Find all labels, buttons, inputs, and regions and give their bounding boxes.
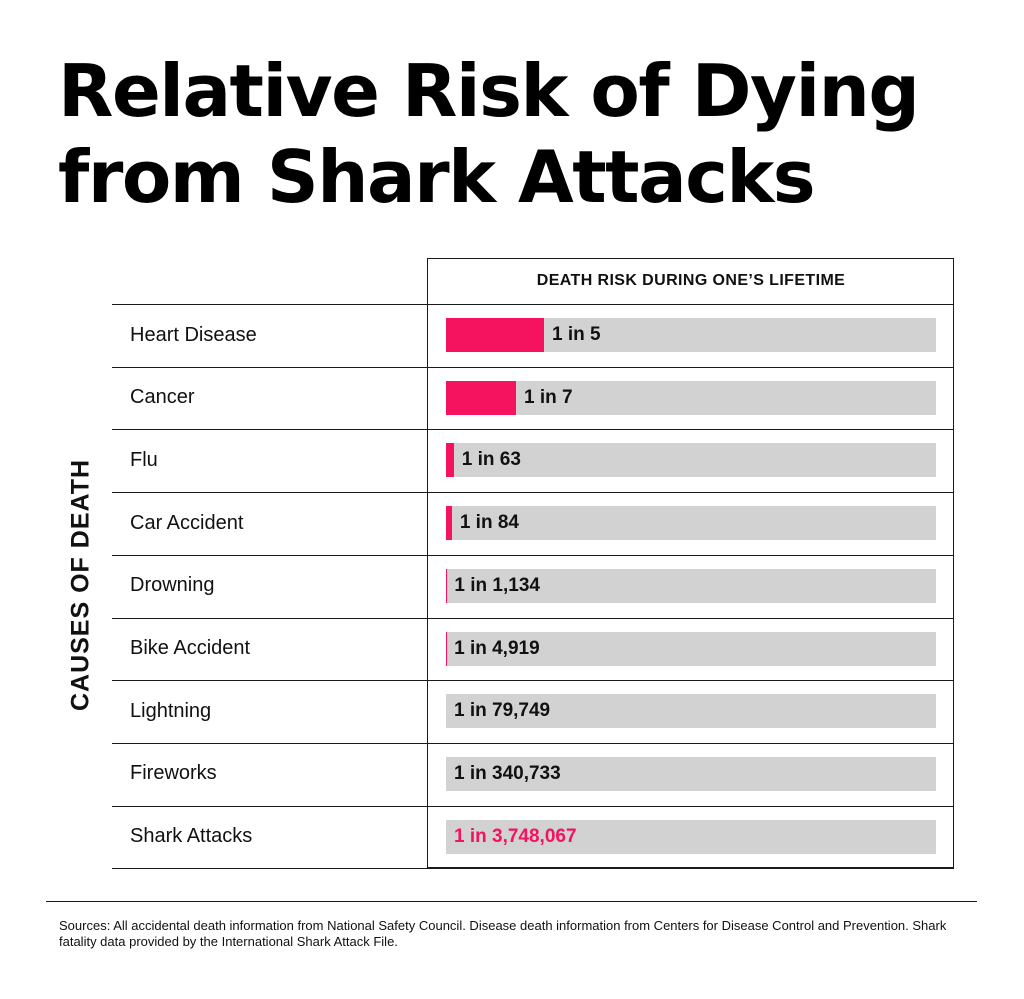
category-label: Lightning <box>130 699 212 722</box>
column-header: DEATH RISK DURING ONE’S LIFETIME <box>536 272 846 289</box>
bar-track: 1 in 5 <box>446 318 936 352</box>
footer-divider <box>46 901 977 902</box>
bar-value-label: 1 in 4,919 <box>454 637 540 659</box>
bar-value-label: 1 in 63 <box>461 449 521 471</box>
title-line-1: Relative Risk of Dying <box>58 49 920 133</box>
row-divider <box>112 304 954 305</box>
category-label: Cancer <box>130 386 195 409</box>
row-divider <box>112 617 954 619</box>
category-label: Drowning <box>130 574 215 597</box>
bar <box>446 506 452 541</box>
category-label: Bike Accident <box>130 637 251 659</box>
bar-value-label: 1 in 3,748,067 <box>454 825 577 847</box>
bar-value-label: 1 in 1,134 <box>454 574 540 596</box>
bar <box>446 318 544 352</box>
row-divider <box>112 554 954 556</box>
title-line-2: from Shark Attacks <box>58 135 816 219</box>
category-label: Fireworks <box>130 762 217 785</box>
bar-track: 1 in 7 <box>446 380 936 415</box>
row-divider <box>112 492 954 494</box>
bar-value-label: 1 in 5 <box>552 324 601 345</box>
row-divider <box>112 429 954 431</box>
category-label: Flu <box>130 448 158 471</box>
bar-value-label: 1 in 84 <box>459 512 519 534</box>
row-divider <box>112 366 954 368</box>
row-divider <box>112 742 954 744</box>
bar-track: 1 in 1,134 <box>446 568 936 603</box>
bar-value-label: 1 in 79,749 <box>454 700 551 722</box>
y-axis-label: CAUSES OF DEATH <box>66 458 95 712</box>
sources-note: Sources: All accidental death informatio… <box>59 918 947 949</box>
bar-value-label: 1 in 7 <box>523 386 573 408</box>
bar-track: 1 in 3,748,067 <box>446 819 936 854</box>
bar-track: 1 in 340,733 <box>446 756 936 791</box>
bar <box>446 443 454 478</box>
bar-track: 1 in 84 <box>446 506 936 541</box>
chart-frame <box>427 258 954 868</box>
bar-track: 1 in 63 <box>446 443 936 478</box>
category-label: Shark Attacks <box>130 825 253 848</box>
row-divider <box>112 868 954 870</box>
row-divider <box>112 680 954 682</box>
row-divider <box>112 805 954 807</box>
bar <box>446 380 516 415</box>
bar-track: 1 in 4,919 <box>446 631 936 666</box>
chart-title: Relative Risk of Dying from Shark Attack… <box>58 48 998 220</box>
bar-track: 1 in 79,749 <box>446 694 936 729</box>
category-label: Heart Disease <box>130 323 257 346</box>
category-label: Car Accident <box>130 511 244 534</box>
bar-value-label: 1 in 340,733 <box>454 762 561 784</box>
